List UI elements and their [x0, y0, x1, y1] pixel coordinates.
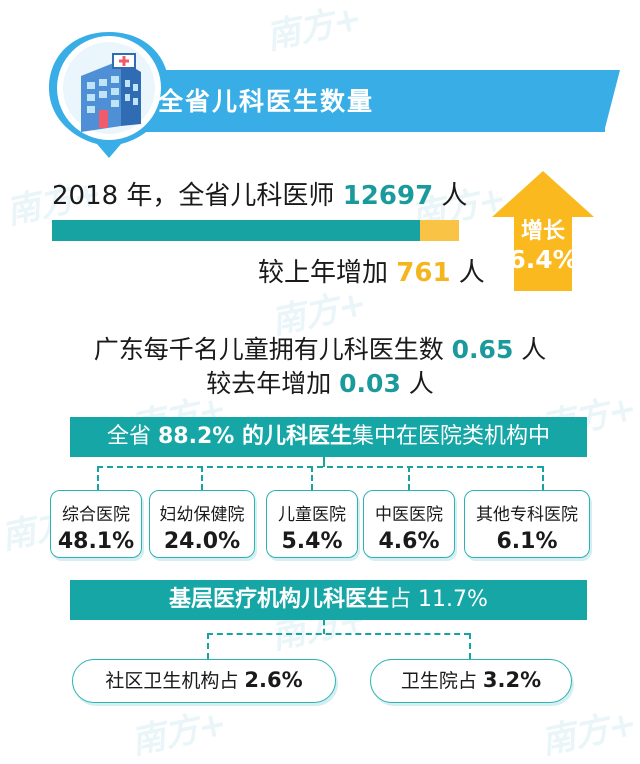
increase-unit: 人 [450, 258, 485, 288]
increase-bar [420, 220, 459, 241]
watermark: 南方+ [262, 0, 366, 58]
doctor-count-value: 12697 [342, 181, 434, 211]
hospital-banner-bold: 88.2% 的儿科医生 [158, 424, 352, 449]
growth-arrow-icon [492, 171, 594, 291]
hospital-icon [49, 32, 169, 158]
card-value: 24.0% [163, 529, 241, 554]
connector [311, 466, 313, 490]
watermark: 南方+ [537, 703, 640, 763]
card-maternal-child-hospital: 妇幼保健院 24.0% [149, 490, 255, 558]
connector [201, 466, 203, 490]
page-title: 全省儿科医生数量 [158, 87, 375, 116]
township-hospital-label: 卫生院占 [400, 670, 483, 692]
per-thousand-change-text: 较去年增加 [206, 369, 340, 398]
growth-label: 增长 [520, 219, 565, 244]
connector [97, 466, 99, 490]
per-thousand-change-value: 0.03 [339, 369, 401, 398]
card-other-specialty-hospital: 其他专科医院 6.1% [464, 490, 590, 558]
title-banner [90, 70, 605, 132]
connector [323, 620, 325, 634]
township-hospital-pill: 卫生院占 3.2% [370, 659, 572, 703]
doctor-count-bar [52, 220, 420, 241]
grassroots-section-banner: 基层医疗机构儿科医生占 11.7% [70, 580, 587, 620]
card-tcm-hospital: 中医医院 4.6% [363, 490, 455, 558]
community-health-label: 社区卫生机构占 [105, 670, 245, 692]
increase-line: 较上年增加 761 人 [258, 252, 485, 289]
card-childrens-hospital: 儿童医院 5.4% [266, 490, 358, 558]
per-thousand-change-unit: 人 [400, 369, 434, 398]
per-thousand-value: 0.65 [451, 335, 514, 364]
watermark: 南方+ [127, 703, 231, 763]
connector [207, 633, 470, 635]
hospital-section-banner: 全省 88.2% 的儿科医生集中在医院类机构中 [70, 417, 587, 457]
card-value: 48.1% [57, 529, 135, 554]
connector [469, 633, 471, 659]
connector [207, 633, 209, 659]
doctor-count-line: 2018 年，全省儿科医师 12697 人 [52, 175, 467, 212]
community-health-value: 2.6% [244, 668, 303, 692]
per-thousand-line: 广东每千名儿童拥有儿科医生数 0.65 人 [0, 330, 640, 366]
grassroots-banner-suffix: 占 11.7% [389, 587, 488, 612]
connector [408, 466, 410, 490]
card-label: 儿童医院 [278, 505, 346, 525]
hospital-banner-prefix: 全省 [107, 424, 158, 449]
connector [323, 457, 325, 467]
per-thousand-unit: 人 [513, 335, 547, 364]
increase-value: 761 [396, 258, 451, 288]
growth-value: 6.4% [508, 245, 578, 274]
card-value: 5.4% [281, 529, 343, 554]
connector [542, 466, 544, 490]
hospital-banner-suffix: 集中在医院类机构中 [351, 424, 550, 449]
connector [97, 466, 543, 468]
increase-prefix: 较上年增加 [258, 258, 397, 288]
card-label: 中医医院 [375, 505, 443, 525]
doctor-count-prefix: 2018 年，全省儿科医师 [52, 181, 343, 211]
township-hospital-value: 3.2% [482, 668, 542, 692]
card-label: 其他专科医院 [476, 505, 578, 525]
card-label: 妇幼保健院 [159, 505, 245, 525]
per-thousand-text: 广东每千名儿童拥有儿科医生数 [93, 335, 452, 364]
card-general-hospital: 综合医院 48.1% [50, 490, 142, 558]
per-thousand-change-line: 较去年增加 0.03 人 [0, 364, 640, 400]
card-value: 6.1% [496, 529, 558, 554]
doctor-count-unit: 人 [433, 181, 468, 211]
title-banner-tail [604, 70, 620, 132]
community-health-pill: 社区卫生机构占 2.6% [72, 659, 336, 703]
card-label: 综合医院 [62, 505, 130, 525]
card-value: 4.6% [378, 529, 440, 554]
grassroots-banner-bold: 基层医疗机构儿科医生 [169, 587, 390, 612]
